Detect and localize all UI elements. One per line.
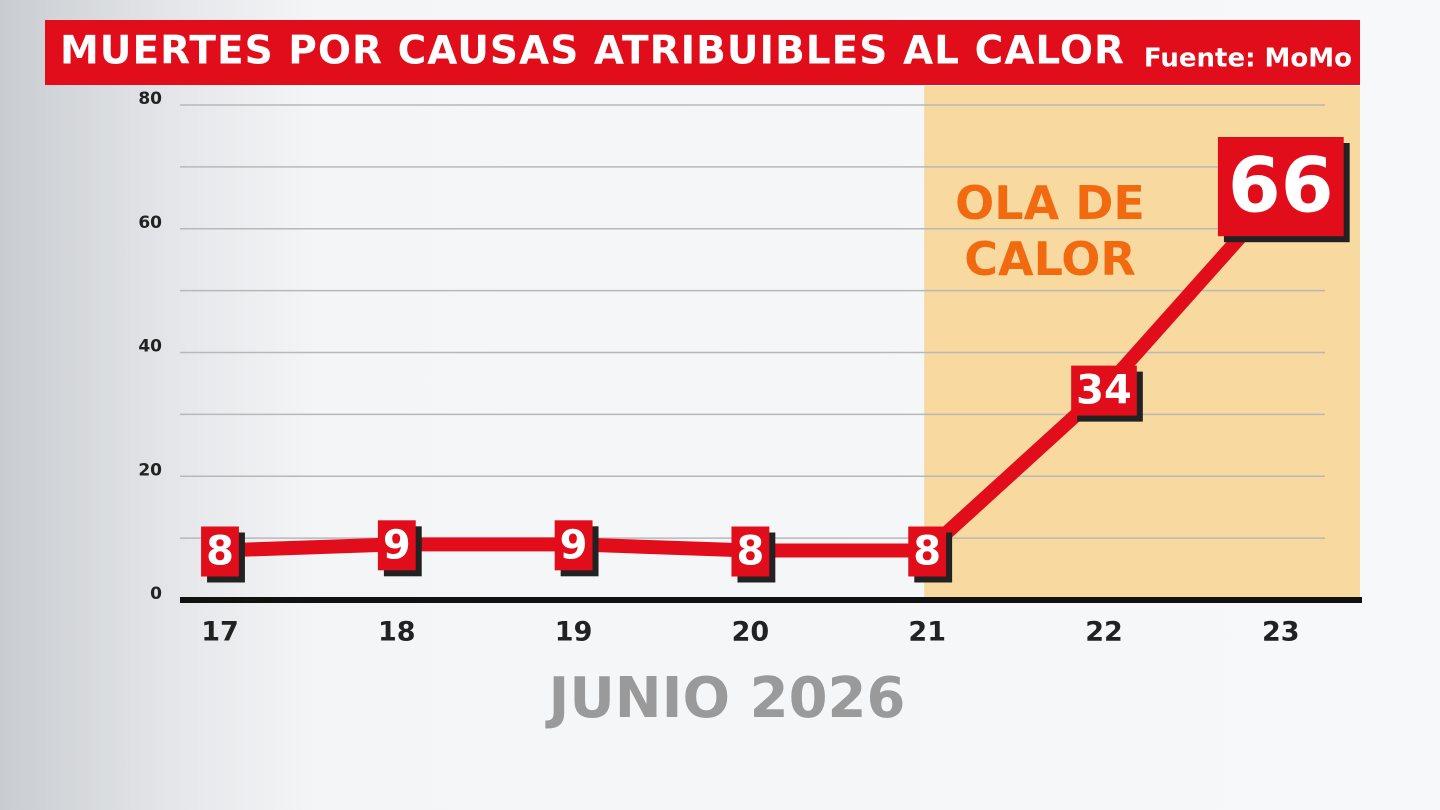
value-label: 9 [377, 520, 422, 577]
y-tick-label: 40 [138, 337, 162, 357]
annotation: OLA DE CALOR [955, 176, 1145, 286]
title-bar [45, 20, 1360, 85]
value-label: 66 [1217, 137, 1350, 243]
value-label: 8 [201, 526, 245, 583]
label-box [1217, 137, 1344, 237]
source: Fuente: MoMo [1144, 44, 1352, 74]
data-label: 8 [206, 529, 234, 575]
x-axis-label: JUNIO 2026 [545, 666, 906, 731]
value-label: 9 [554, 520, 599, 577]
x-tick-label: 22 [1085, 617, 1123, 648]
data-label: 9 [383, 522, 411, 568]
x-tick-label: 17 [201, 617, 239, 648]
x-tick-label: 20 [732, 617, 770, 648]
data-label: 34 [1076, 368, 1132, 414]
value-label: 8 [908, 526, 953, 583]
label-box [377, 520, 416, 571]
y-tick-label: 80 [138, 89, 162, 109]
data-label: 8 [913, 529, 941, 575]
data-label: 66 [1228, 140, 1334, 229]
chart-title: MUERTES POR CAUSAS ATRIBUIBLES AL CALOR [60, 29, 1125, 74]
label-box [554, 520, 593, 571]
label-box [731, 526, 770, 577]
data-label: 8 [736, 529, 764, 575]
value-label: 8 [731, 526, 776, 583]
x-tick-label: 19 [555, 617, 593, 648]
y-tick-label: 0 [150, 584, 162, 604]
label-box [908, 526, 947, 577]
x-tick-label: 21 [908, 617, 946, 648]
y-tick-label: 20 [138, 460, 162, 480]
label-box [1071, 365, 1137, 416]
y-tick-label: 60 [138, 213, 162, 233]
label-box [201, 526, 239, 577]
x-tick-label: 18 [378, 617, 416, 648]
x-tick-label: 23 [1262, 617, 1300, 648]
data-label: 9 [560, 522, 588, 568]
value-label: 34 [1071, 365, 1143, 422]
